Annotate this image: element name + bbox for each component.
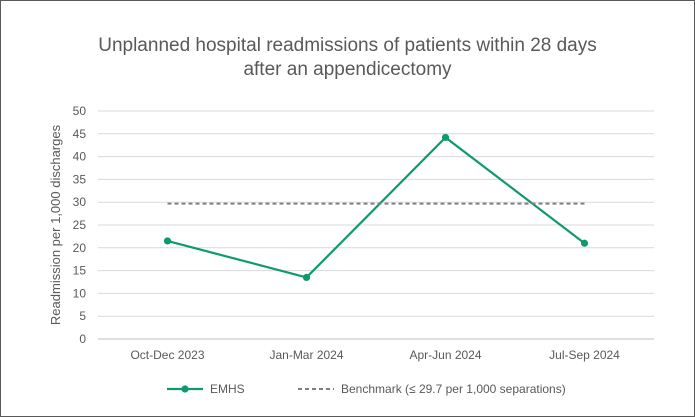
y-tick-label-50: 50	[73, 104, 87, 118]
series-0	[163, 133, 589, 282]
legend-label-emhs: EMHS	[210, 382, 245, 396]
y-tick-label-5: 5	[79, 309, 86, 323]
y-tick-label-35: 35	[73, 172, 87, 186]
emhs-point	[580, 239, 589, 247]
y-tick-label-40: 40	[73, 150, 87, 164]
y-tick-label-0: 0	[79, 332, 86, 346]
y-tick-label-25: 25	[73, 218, 87, 232]
emhs-point	[302, 273, 311, 282]
emhs-line	[167, 135, 586, 279]
legend-item-benchmark: Benchmark (≤ 29.7 per 1,000 separations)	[298, 382, 566, 396]
x-tick-label: Jan-Mar 2024	[269, 348, 343, 362]
legend-label-benchmark: Benchmark (≤ 29.7 per 1,000 separations)	[341, 382, 566, 396]
y-tick-label-45: 45	[73, 127, 87, 141]
emhs-point	[163, 237, 172, 245]
y-tick-label-10: 10	[73, 286, 87, 300]
chart-title-line-1: Unplanned hospital readmissions of patie…	[98, 35, 597, 56]
chart-title-line-2: after an appendicectomy	[243, 59, 452, 80]
y-axis-title: Readmission per 1,000 discharges	[48, 124, 63, 325]
legend-marker-emhs	[181, 385, 189, 393]
legend-item-emhs: EMHS	[167, 382, 245, 396]
emhs-point	[441, 133, 450, 142]
x-tick-label: Apr-Jun 2024	[409, 348, 481, 362]
chart-title: Unplanned hospital readmissions of patie…	[1, 34, 694, 82]
y-tick-label-15: 15	[73, 264, 87, 278]
x-tick-label: Oct-Dec 2023	[130, 348, 204, 362]
x-tick-label: Jul-Sep 2024	[549, 348, 620, 362]
y-tick-label-30: 30	[73, 195, 87, 209]
y-tick-label-20: 20	[73, 241, 87, 255]
